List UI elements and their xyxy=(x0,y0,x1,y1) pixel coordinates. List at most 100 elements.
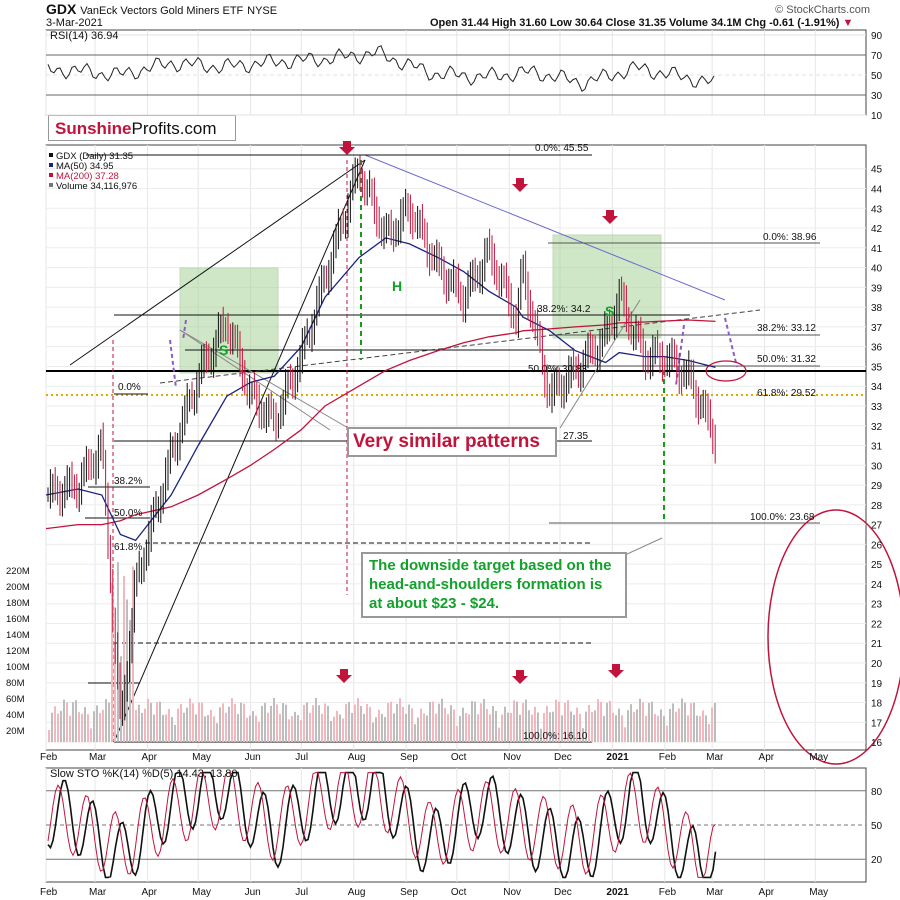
volume-bar xyxy=(681,698,683,742)
x-tick-label: Aug xyxy=(348,887,366,898)
downside-target-callout: The downside target based on the head-an… xyxy=(361,552,627,618)
volume-bar xyxy=(543,713,545,742)
volume-bar xyxy=(408,704,410,742)
header-symbol: GDX VanEck Vectors Gold Miners ETF NYSE xyxy=(46,1,277,17)
price-tick-label: 45 xyxy=(871,165,883,176)
volume-bar xyxy=(540,728,542,742)
volume-bar xyxy=(696,715,698,742)
volume-bar xyxy=(429,701,431,742)
volume-bar xyxy=(294,711,296,742)
right-shoulder-label: S xyxy=(605,303,614,319)
volume-bar xyxy=(570,711,572,742)
volume-bar xyxy=(351,713,353,742)
x-tick-label: Jun xyxy=(245,752,261,763)
volume-bar xyxy=(561,715,563,742)
volume-bar xyxy=(84,707,86,742)
header-date: 3-Mar-2021 xyxy=(46,17,103,29)
volume-bar xyxy=(255,715,257,742)
price-tick-label: 37 xyxy=(871,323,883,334)
volume-bar xyxy=(108,702,110,742)
x-tick-label: Sep xyxy=(400,752,418,763)
volume-bar xyxy=(462,707,464,742)
volume-bar xyxy=(342,718,344,742)
volume-tick-label: 40M xyxy=(6,710,25,721)
legend-swatch xyxy=(49,153,53,157)
volume-bar xyxy=(168,709,170,742)
volume-bar xyxy=(591,712,593,742)
volume-bar xyxy=(111,582,113,742)
volume-bar xyxy=(339,714,341,742)
volume-bar xyxy=(300,720,302,742)
volume-bar xyxy=(396,704,398,742)
volume-bar xyxy=(705,715,707,742)
volume-bar xyxy=(549,712,551,742)
volume-bar xyxy=(423,713,425,742)
volume-bar xyxy=(246,717,248,742)
x-tick-label: Feb xyxy=(40,887,58,898)
volume-bar xyxy=(291,716,293,742)
x-tick-label: Mar xyxy=(706,887,724,898)
volume-bar xyxy=(333,716,335,742)
volume-bar xyxy=(447,714,449,742)
volume-bar xyxy=(189,698,191,742)
volume-bar xyxy=(567,700,569,742)
fib-label: 61.8%: 29.52 xyxy=(757,388,816,399)
price-tick-label: 20 xyxy=(871,659,883,670)
rsi-tick-label: 30 xyxy=(871,91,883,102)
volume-bar xyxy=(81,713,83,742)
volume-bar xyxy=(402,706,404,742)
volume-bar xyxy=(480,703,482,742)
volume-bar xyxy=(213,716,215,742)
volume-bar xyxy=(60,710,62,742)
price-tick-label: 31 xyxy=(871,442,883,453)
red-arrow xyxy=(608,664,624,678)
volume-bar xyxy=(435,713,437,742)
volume-bar xyxy=(573,714,575,742)
volume-bar xyxy=(714,702,716,742)
red-arrow xyxy=(512,670,528,684)
legend-swatch xyxy=(49,183,53,187)
volume-bar xyxy=(327,705,329,742)
volume-bar xyxy=(384,716,386,742)
price-tick-label: 26 xyxy=(871,540,883,551)
volume-bar xyxy=(546,705,548,742)
volume-bar xyxy=(672,703,674,742)
volume-bar xyxy=(675,711,677,742)
volume-bar xyxy=(258,721,260,742)
target-ellipse xyxy=(767,509,900,765)
volume-bar xyxy=(153,714,155,742)
volume-bar xyxy=(510,712,512,742)
volume-bar xyxy=(399,698,401,742)
volume-bar xyxy=(357,698,359,742)
volume-bar xyxy=(363,713,365,742)
volume-bar xyxy=(438,703,440,742)
volume-bar xyxy=(222,703,224,742)
volume-bar xyxy=(162,714,164,742)
fib-label: 38.2%: 34.2 xyxy=(537,304,591,315)
price-tick-label: 17 xyxy=(871,718,883,729)
fib-label: 27.35 xyxy=(563,431,588,442)
volume-bar xyxy=(537,712,539,742)
volume-bar xyxy=(102,709,104,742)
price-tick-label: 36 xyxy=(871,343,883,354)
volume-bar xyxy=(147,698,149,742)
volume-bar xyxy=(603,716,605,742)
volume-bar xyxy=(669,708,671,742)
volume-bar xyxy=(660,709,662,742)
volume-bar xyxy=(186,707,188,742)
x-tick-label: Apr xyxy=(141,887,157,898)
volume-bar xyxy=(144,708,146,742)
left-shoulder-label: S xyxy=(219,342,228,358)
rsi-tick-label: 70 xyxy=(871,51,883,62)
volume-bar xyxy=(63,699,65,742)
price-tick-label: 39 xyxy=(871,283,883,294)
volume-bar xyxy=(270,705,272,742)
volume-bar xyxy=(534,706,536,742)
volume-tick-label: 80M xyxy=(6,678,25,689)
volume-bar xyxy=(501,714,503,742)
fib-label: 100.0%: 23.68 xyxy=(750,512,815,523)
volume-bar xyxy=(99,713,101,742)
volume-bar xyxy=(372,722,374,742)
volume-bar xyxy=(312,705,314,742)
